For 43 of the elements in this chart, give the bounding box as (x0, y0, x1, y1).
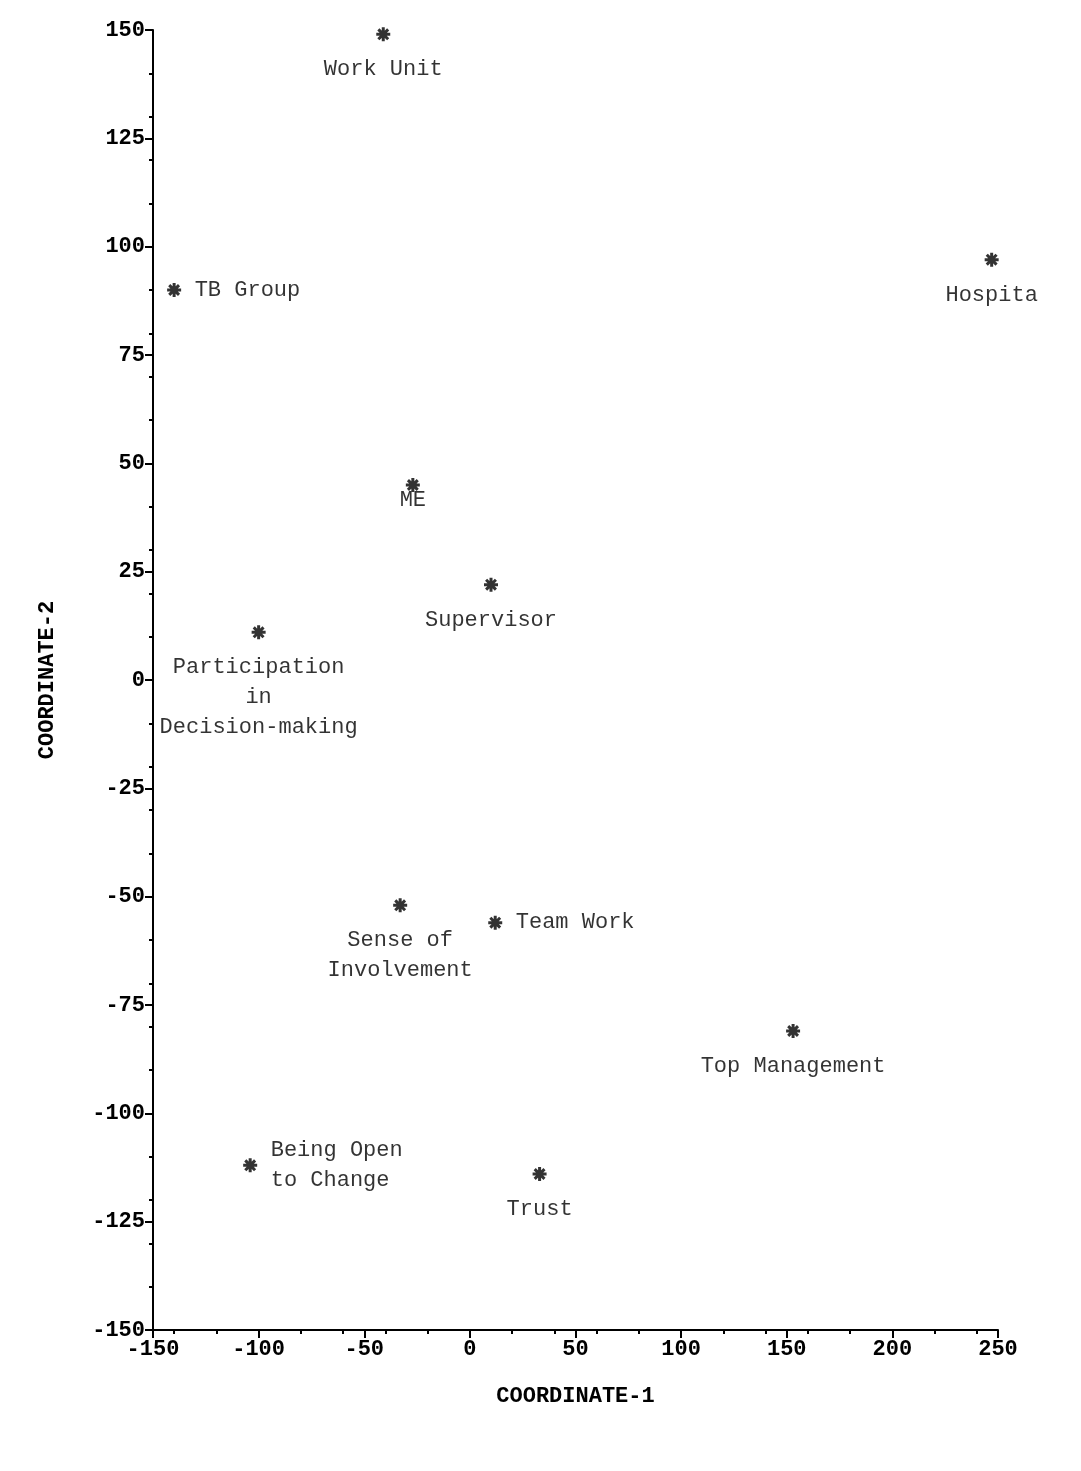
y-tick-label: -75 (105, 992, 145, 1018)
series-label: Team Work (515, 910, 635, 936)
y-tick-label: -125 (92, 1209, 145, 1235)
x-tick-label: 150 (766, 1336, 807, 1362)
x-tick-label: -50 (344, 1336, 385, 1362)
y-axis-title: COORDINATE-2 (34, 600, 60, 760)
x-tick-label: 100 (661, 1336, 701, 1362)
point (531, 1165, 549, 1183)
series-label: Trust (506, 1197, 573, 1222)
series-label: Top Management (700, 1054, 886, 1079)
point (374, 25, 392, 43)
y-tick-label: 75 (118, 342, 145, 368)
point (391, 896, 409, 914)
point (165, 281, 183, 299)
y-tick-label: -100 (92, 1100, 145, 1126)
series-label: Sense of Involvement (327, 928, 473, 984)
series-label: Work Unit (323, 57, 443, 83)
x-tick-label: -100 (232, 1336, 286, 1362)
point (486, 914, 504, 932)
series-label: ME (399, 488, 427, 513)
series-label: Being Open to Change (270, 1137, 403, 1193)
y-tick-label: 100 (105, 234, 145, 260)
y-tick-label: 50 (118, 450, 145, 476)
point (482, 576, 500, 594)
series-label: Supervisor (424, 607, 558, 633)
y-tick-label: 25 (118, 559, 145, 585)
point (250, 623, 268, 641)
y-tick-label: -25 (105, 775, 145, 801)
point (784, 1022, 802, 1040)
x-tick-label: 50 (562, 1336, 589, 1362)
y-tick-label: 125 (105, 125, 145, 151)
x-axis-title: COORDINATE-1 (496, 1383, 655, 1409)
y-tick-label: -50 (105, 884, 145, 910)
y-tick-label: 150 (105, 17, 145, 43)
point (241, 1156, 259, 1174)
x-tick-label: 0 (463, 1336, 477, 1362)
text: Participation in Decision-making (159, 655, 358, 741)
point (983, 251, 1001, 269)
y-tick-label: 0 (131, 667, 145, 693)
x-tick-label: 200 (872, 1336, 913, 1362)
series-label: Hospita (945, 282, 1038, 308)
x-tick-label: 250 (978, 1336, 1018, 1362)
series-label: TB Group (194, 277, 301, 303)
